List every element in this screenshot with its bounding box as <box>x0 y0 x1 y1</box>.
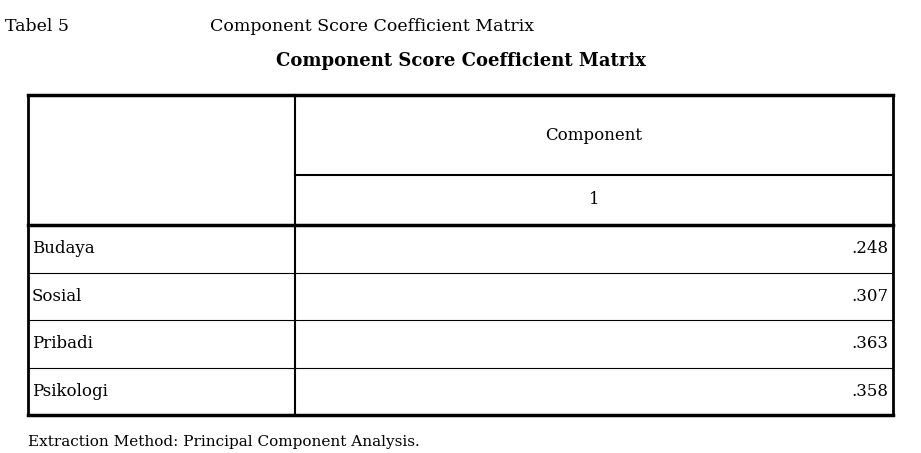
Text: Component Score Coefficient Matrix: Component Score Coefficient Matrix <box>210 18 534 35</box>
Text: .363: .363 <box>851 335 889 352</box>
Text: Tabel 5: Tabel 5 <box>5 18 69 35</box>
Text: Psikologi: Psikologi <box>31 383 108 400</box>
Text: .358: .358 <box>851 383 889 400</box>
Text: Component: Component <box>545 126 643 144</box>
Text: Component Score Coefficient Matrix: Component Score Coefficient Matrix <box>275 52 646 70</box>
Text: .307: .307 <box>851 288 889 305</box>
Text: Extraction Method: Principal Component Analysis.: Extraction Method: Principal Component A… <box>28 435 419 449</box>
Text: Pribadi: Pribadi <box>31 335 92 352</box>
Text: Budaya: Budaya <box>31 240 94 257</box>
Text: .248: .248 <box>851 240 889 257</box>
Text: Sosial: Sosial <box>31 288 82 305</box>
Text: 1: 1 <box>589 192 600 208</box>
